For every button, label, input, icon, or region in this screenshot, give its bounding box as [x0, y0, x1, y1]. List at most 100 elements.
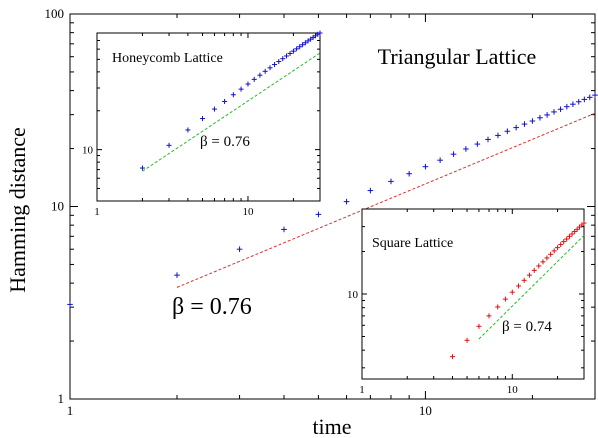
square-data-point	[531, 267, 537, 273]
y-axis-label: Hamming distance	[5, 127, 30, 293]
square-x-tick-label: 10	[507, 384, 519, 396]
square-data-point	[564, 236, 570, 242]
honeycomb-series	[139, 30, 323, 172]
square-data-point	[509, 289, 515, 295]
honeycomb-data-point	[262, 68, 268, 74]
square-y-tick-label: 10	[347, 289, 359, 301]
main-data-point	[343, 198, 350, 205]
main-fit-line	[176, 112, 596, 288]
main-data-point	[236, 246, 243, 253]
honeycomb-data-point	[211, 106, 217, 112]
main-data-point	[485, 136, 491, 143]
main-data-point	[437, 157, 443, 163]
honeycomb-data-point	[294, 46, 300, 52]
honeycomb-data-point	[267, 65, 273, 71]
square-data-point	[449, 354, 455, 360]
square-beta-annotation: β = 0.74	[502, 319, 552, 335]
main-ticks: 1 10 1 10 100	[45, 6, 596, 418]
main-data-point	[406, 170, 412, 177]
main-data-point	[367, 187, 374, 194]
honeycomb-data-point	[284, 53, 290, 59]
square-data-point	[521, 277, 527, 283]
main-y-tick-label: 100	[45, 6, 65, 21]
main-x-tick-label: 10	[419, 403, 432, 418]
honeycomb-data-point	[300, 42, 306, 48]
honeycomb-x-tick-label: 10	[242, 206, 254, 218]
square-fit-line	[478, 235, 585, 340]
honeycomb-data-point	[276, 59, 282, 65]
square-inset: 1 10 10 Square Lattice β = 0.74	[347, 208, 587, 396]
honeycomb-data-point	[245, 81, 251, 87]
main-data-point	[422, 163, 429, 170]
main-data-point	[450, 151, 457, 157]
main-title: Triangular Lattice	[378, 44, 537, 69]
honeycomb-data-point	[238, 86, 244, 92]
main-data-point	[521, 121, 528, 127]
honeycomb-inset: 1 10 10 Honeycomb Lattice β = 0.76	[82, 30, 323, 218]
square-data-point	[558, 242, 564, 248]
honeycomb-data-point	[302, 40, 308, 46]
main-data-point	[537, 114, 543, 121]
honeycomb-data-point	[305, 38, 311, 44]
honeycomb-data-point	[297, 44, 303, 50]
main-data-point	[388, 178, 394, 185]
square-x-tick-label: 1	[359, 384, 365, 396]
square-data-point	[548, 251, 554, 257]
main-data-point	[570, 101, 576, 107]
main-data-point	[586, 94, 593, 101]
honeycomb-data-point	[290, 48, 296, 54]
honeycomb-data-point	[185, 127, 191, 133]
main-data-point	[463, 146, 469, 152]
square-data-point	[551, 248, 557, 254]
x-axis-label: time	[312, 414, 351, 438]
square-inset-frame	[361, 208, 585, 380]
honeycomb-data-point	[251, 76, 257, 82]
square-data-point	[502, 296, 508, 302]
honeycomb-y-tick-label: 10	[82, 145, 94, 157]
main-x-tick-label: 1	[67, 403, 74, 418]
main-data-point	[575, 98, 582, 105]
square-data-point	[566, 233, 572, 239]
square-data-point	[526, 272, 532, 278]
square-data-point	[555, 245, 561, 251]
main-data-point	[581, 96, 588, 103]
square-title: Square Lattice	[372, 236, 453, 251]
main-data-point	[557, 106, 564, 113]
main-data-point	[592, 92, 598, 98]
main-chart: 1 10 1 10 100 Triangular Lattice β = 0.76 ti…	[5, 6, 598, 438]
square-data-point	[561, 239, 567, 245]
honeycomb-data-point	[230, 92, 236, 98]
main-data-point	[564, 103, 570, 110]
main-data-point	[474, 141, 481, 147]
main-beta-annotation: β = 0.76	[172, 294, 252, 320]
honeycomb-data-point	[280, 56, 286, 62]
square-data-point	[495, 304, 501, 310]
honeycomb-data-point	[287, 51, 293, 57]
honeycomb-title: Honeycomb Lattice	[112, 51, 223, 66]
square-data-point	[536, 263, 542, 269]
main-y-tick-label: 1	[58, 391, 65, 406]
main-data-point	[544, 112, 550, 118]
main-data-point	[281, 226, 287, 233]
honeycomb-data-point	[166, 142, 172, 148]
honeycomb-fit-line	[142, 52, 321, 172]
square-data-point	[464, 337, 470, 343]
square-data-point	[569, 231, 575, 237]
honeycomb-data-point	[222, 98, 228, 104]
honeycomb-data-point	[272, 62, 278, 68]
honeycomb-data-point	[200, 116, 206, 122]
square-data-point	[581, 220, 587, 226]
square-data-point	[476, 323, 482, 329]
main-y-tick-label: 10	[51, 199, 64, 214]
square-data-point	[572, 229, 578, 235]
square-data-point	[516, 283, 522, 289]
square-ticks: 1 10 10	[347, 208, 585, 396]
honeycomb-data-point	[317, 30, 323, 36]
main-data-point	[504, 128, 511, 135]
honeycomb-data-point	[257, 72, 263, 78]
main-data-point	[67, 301, 73, 308]
main-data-point	[174, 272, 180, 278]
honeycomb-beta-annotation: β = 0.76	[200, 134, 250, 150]
main-data-point	[495, 132, 501, 139]
